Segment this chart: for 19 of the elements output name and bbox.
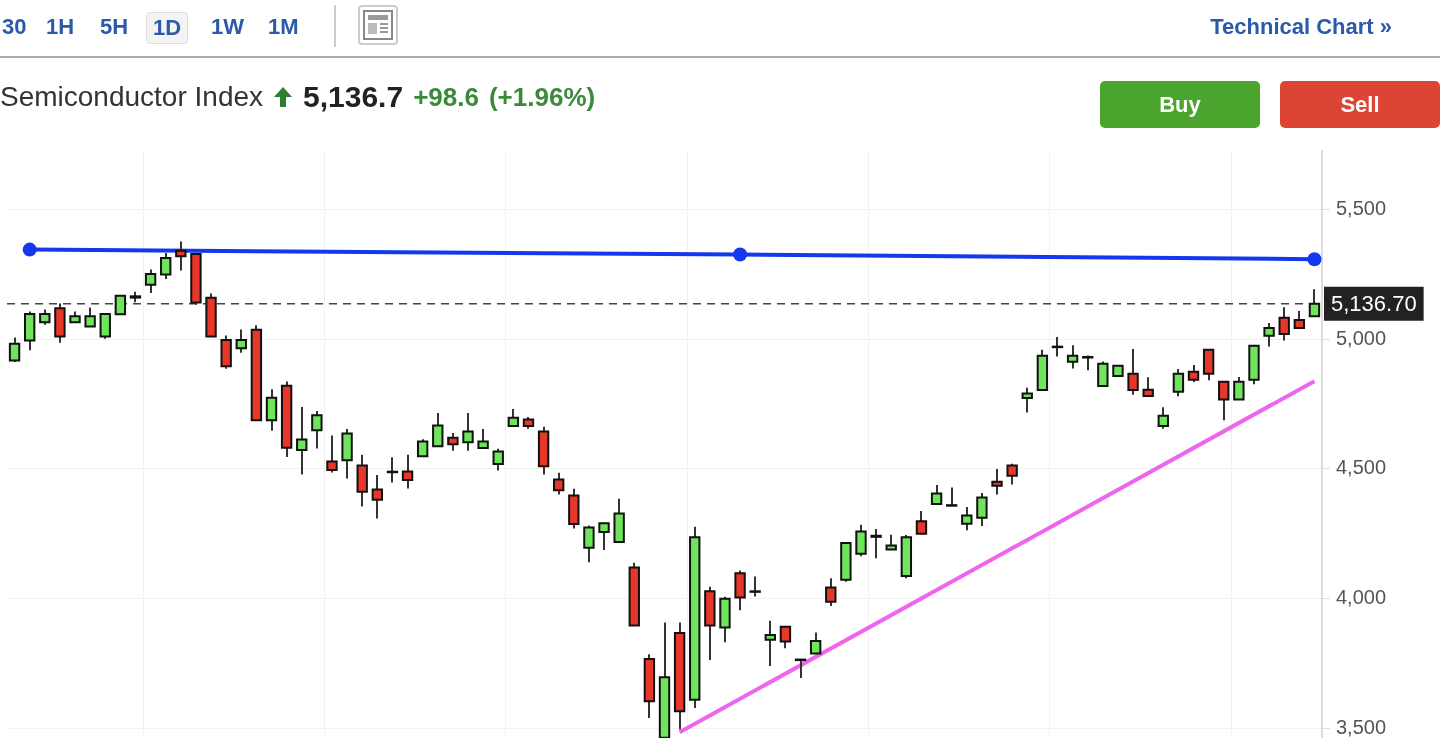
text: Buy [1100,81,1260,128]
y-tick-label: 3,500 [1336,715,1387,738]
chart-subtitle: 5,136.7 [303,80,404,114]
text: 1W [210,13,245,41]
y-tick-label: 5,500 [1336,196,1387,219]
chart-title: Semiconductor Index [0,81,264,113]
y-tick-label: 4,500 [1336,456,1387,479]
text: 5H [99,13,130,41]
y-tick-label: 5,000 [1336,326,1387,349]
text: 1H [45,13,76,41]
ref-line-label: 5,136.70 [1331,290,1417,316]
text: +98.6 [413,81,479,113]
text: Technical Chart » [1210,14,1392,40]
y-tick-label: 4,000 [1336,586,1387,609]
text: Sell [1280,81,1440,128]
text: 1D [146,12,189,44]
text: 30 [1,13,28,41]
text: 1M [267,13,300,41]
text: (+1.96%) [488,81,596,113]
